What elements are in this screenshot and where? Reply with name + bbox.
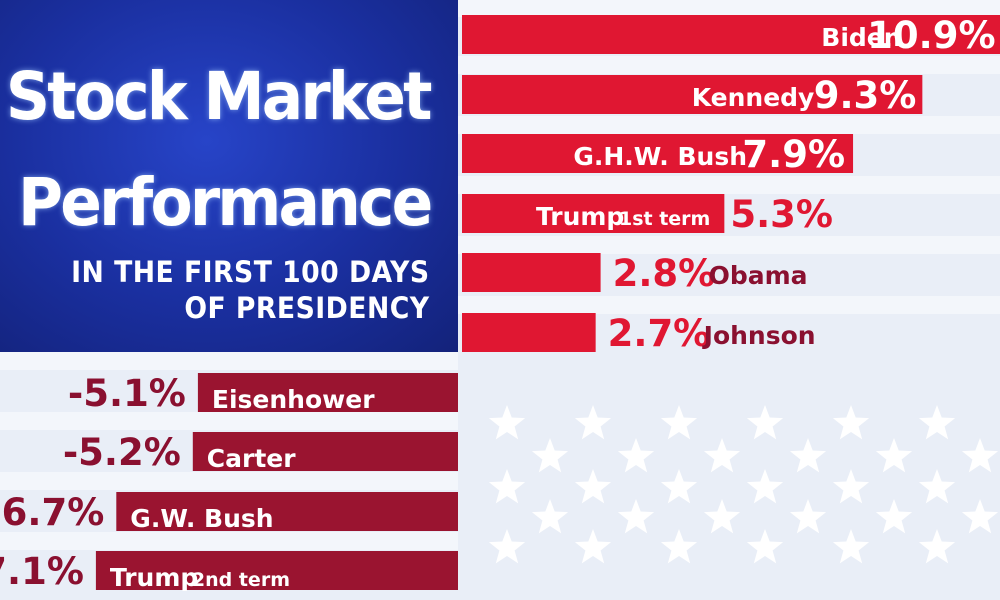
name-label: Eisenhower <box>212 385 375 414</box>
bar-positive <box>462 313 596 352</box>
term-label: 1st term <box>619 208 710 230</box>
star-icon <box>703 499 741 534</box>
flag-stripe <box>458 296 1000 314</box>
value-label: 10.9% <box>867 14 995 57</box>
bar-negative <box>192 432 459 471</box>
star-icon <box>617 499 655 534</box>
bar-positive <box>462 75 923 114</box>
flag-stripe <box>0 352 458 370</box>
name-label: Obama <box>709 261 808 290</box>
star-icon <box>660 469 698 504</box>
flag-stripe <box>458 0 1000 17</box>
star-icon <box>703 438 741 473</box>
value-label: -7.1% <box>0 550 84 593</box>
star-icon <box>488 469 526 504</box>
bar-positive <box>462 15 1000 54</box>
star-icon <box>832 529 870 564</box>
value-label: -5.1% <box>68 372 186 415</box>
flag-stripe <box>0 412 458 430</box>
stars-field <box>488 405 999 564</box>
flag-stripe <box>458 116 1000 134</box>
bar-negative <box>95 551 459 590</box>
star-icon <box>531 438 569 473</box>
star-icon <box>918 529 956 564</box>
term-label: 2nd term <box>192 569 290 591</box>
star-icon <box>574 529 612 564</box>
star-icon <box>875 438 913 473</box>
name-label: Trump <box>536 202 624 231</box>
flag-stripe <box>0 532 458 550</box>
value-label: 9.3% <box>814 74 917 117</box>
star-icon <box>746 529 784 564</box>
title-panel: Stock Market Performance IN THE FIRST 10… <box>0 0 458 352</box>
value-label: 2.7% <box>608 312 711 355</box>
value-label: 5.3% <box>730 193 833 236</box>
value-label: -5.2% <box>63 431 181 474</box>
name-label: G.H.W. Bush <box>573 142 747 171</box>
star-icon <box>961 438 999 473</box>
star-icon <box>617 438 655 473</box>
flag-stripe <box>0 472 458 490</box>
star-icon <box>789 499 827 534</box>
bar-negative <box>116 492 459 531</box>
star-icon <box>789 438 827 473</box>
name-label: Trump <box>110 563 198 592</box>
title-line-2: Performance <box>17 164 433 241</box>
value-label: 2.8% <box>613 252 716 295</box>
name-label: G.W. Bush <box>130 504 273 533</box>
star-icon <box>832 405 870 440</box>
star-icon <box>574 405 612 440</box>
star-icon <box>918 405 956 440</box>
star-icon <box>531 499 569 534</box>
star-icon <box>832 469 870 504</box>
star-icon <box>660 405 698 440</box>
subtitle-line-2: OF PRESIDENCY <box>184 291 430 325</box>
star-icon <box>746 469 784 504</box>
flag-stripe <box>458 56 1000 74</box>
star-icon <box>574 469 612 504</box>
bar-positive <box>462 253 601 292</box>
name-label: Kennedy <box>692 83 815 112</box>
name-label: Johnson <box>702 321 816 350</box>
subtitle-line-1: IN THE FIRST 100 DAYS <box>71 255 430 289</box>
bar-positive <box>462 134 854 173</box>
star-icon <box>488 529 526 564</box>
value-label: 7.9% <box>742 133 845 176</box>
value-label: -6.7% <box>0 491 104 534</box>
name-label: Biden <box>821 23 901 52</box>
title-line-1: Stock Market <box>6 58 433 135</box>
name-label: Carter <box>207 444 296 473</box>
star-icon <box>488 405 526 440</box>
star-icon <box>875 499 913 534</box>
star-icon <box>918 469 956 504</box>
bar-negative <box>197 373 458 412</box>
star-icon <box>746 405 784 440</box>
flag-stripe <box>458 176 1000 194</box>
bar-positive <box>462 194 725 233</box>
star-icon <box>660 529 698 564</box>
flag-stripe <box>458 236 1000 254</box>
star-icon <box>961 499 999 534</box>
